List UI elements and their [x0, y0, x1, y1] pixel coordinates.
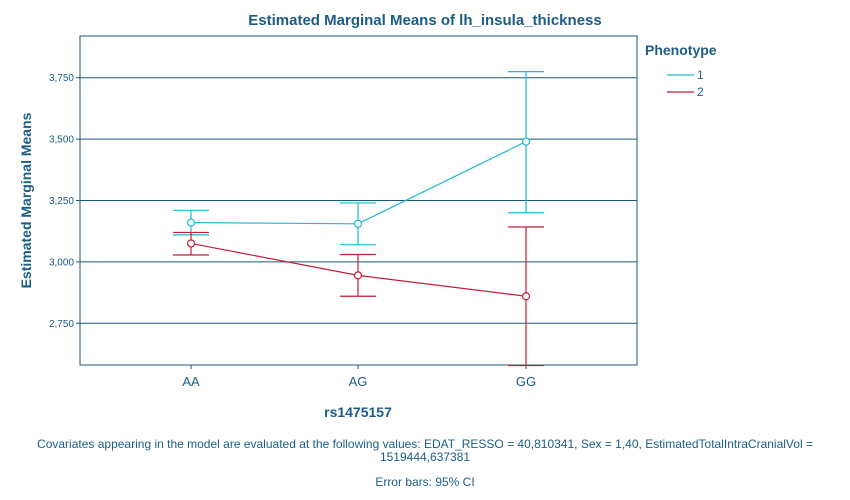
data-point-series-1	[353, 219, 363, 228]
data-point-series-2	[353, 271, 363, 280]
x-tick-label: GG	[516, 374, 536, 389]
covariates-note-continued: 1519444,637381	[379, 450, 471, 464]
y-tick-label: 3,000	[49, 257, 74, 268]
legend-label-1: 1	[697, 68, 704, 82]
data-point-series-2	[521, 292, 531, 301]
chart-title: Estimated Marginal Means of lh_insula_th…	[248, 12, 602, 29]
x-tick-label: AA	[182, 374, 200, 389]
legend-title: Phenotype	[645, 42, 717, 58]
data-point-series-1	[521, 137, 531, 146]
data-point-series-1	[186, 218, 196, 227]
y-axis-title: Estimated Marginal Means	[18, 112, 34, 288]
y-tick-label: 3,750	[49, 73, 74, 84]
error-bars-note: Error bars: 95% CI	[375, 475, 475, 489]
x-tick-label: AG	[349, 374, 368, 389]
y-tick-label: 2,750	[49, 319, 74, 330]
y-tick-label: 3,250	[49, 196, 74, 207]
x-axis-title: rs1475157	[324, 404, 392, 420]
legend-label-2: 2	[697, 85, 704, 99]
data-point-series-2	[186, 239, 196, 248]
y-tick-label: 3,500	[49, 135, 74, 146]
covariates-note: Covariates appearing in the model are ev…	[37, 437, 813, 451]
